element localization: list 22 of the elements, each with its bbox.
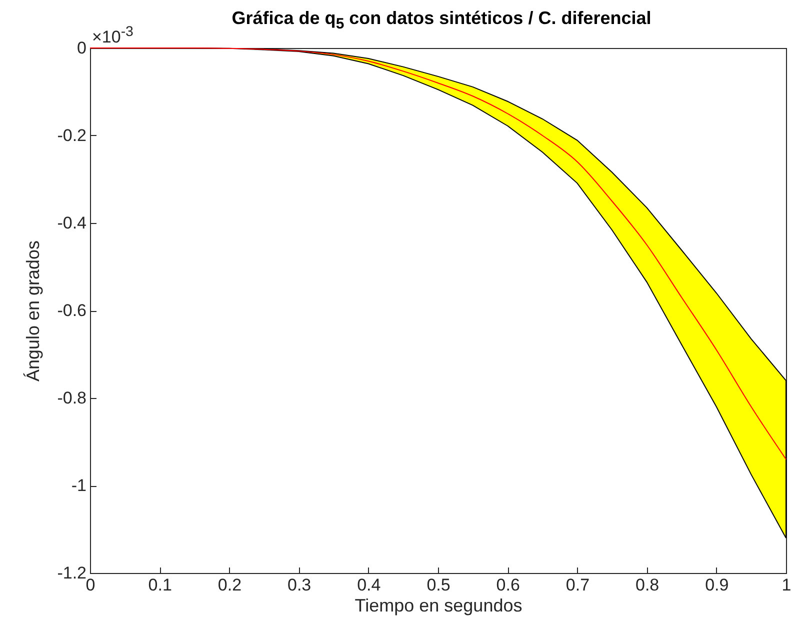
y-tick-label: -1.2 — [57, 564, 86, 582]
x-tick-label: 0.6 — [496, 576, 520, 594]
line-series — [90, 48, 786, 460]
x-tick-label: 0.4 — [357, 576, 381, 594]
chart-title: Gráfica de q$_{5}$ con datos sintéticos / C. diferencial — [232, 8, 652, 33]
y-tick-label: -0.2 — [57, 126, 86, 145]
x-tick-label: 0.8 — [635, 576, 660, 594]
x-tick-label: 0.7 — [566, 576, 590, 594]
y-tick-label: 0 — [77, 38, 86, 58]
x-axis-title: Tiempo en segundos — [354, 596, 522, 616]
text: ×10$^{-3}$ — [92, 24, 134, 48]
y-tick-label: -0.4 — [57, 214, 86, 232]
x-tick-label: 0.5 — [426, 576, 450, 594]
x-tick-label: 0.3 — [287, 576, 312, 594]
y-axis-title: Ángulo en grados — [23, 240, 44, 382]
x-tick-label: 0.2 — [218, 576, 242, 594]
y-tick-label: -0.6 — [57, 301, 86, 320]
x-tick-label: 0.9 — [705, 576, 729, 594]
y-tick-label: -0.8 — [57, 388, 86, 408]
x-tick-label: 0.1 — [148, 576, 172, 594]
x-tick-label: 1 — [782, 576, 792, 594]
y-tick-label: -1 — [71, 476, 86, 495]
